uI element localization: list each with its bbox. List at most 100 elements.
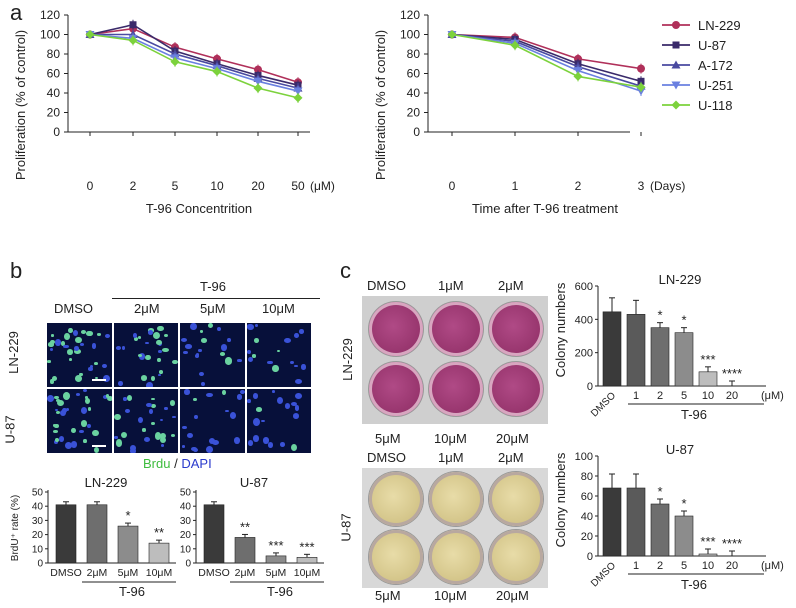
colony-u87-bar-2 [650,503,670,557]
u87-well-4 [429,530,483,584]
left-x-tick-label: 50 [291,179,305,193]
nucleus [137,336,142,340]
nucleus [134,336,139,342]
nucleus [294,393,302,399]
nucleus [113,414,121,421]
nucleus [154,432,162,440]
nucleus [132,332,138,338]
stain-separator: / [174,456,178,471]
nucleus [184,389,191,395]
colony-u87-y-tick-label: 80 [581,471,593,483]
scale-bar [91,445,106,447]
left-y-tick-label: 100 [40,28,60,42]
nucleus [160,444,165,448]
right-x-tick-label: 3 [638,179,645,193]
nucleus [92,430,99,437]
colony-y-axis-label-top: Colony numbers [553,282,568,377]
nucleus [207,323,213,329]
micrograph-ln-229-0 [46,322,113,388]
dapi-label: DAPI [181,456,212,471]
bottom-plate-label-5um: 5μM [375,588,401,603]
nucleus [120,431,128,439]
bottom-plate-label-dmso: DMSO [367,450,406,465]
u87-y-tick-label: 40 [180,502,192,513]
nucleus [162,347,169,353]
nucleus [169,400,176,407]
nucleus [185,344,193,349]
nucleus [86,423,92,429]
right-y-tick-label: 60 [407,67,421,81]
nucleus [47,360,51,363]
scale-bar [91,379,106,381]
nucleus [200,381,206,387]
nucleus [159,436,166,444]
ln229-y-tick-label: 20 [32,530,44,541]
ln229-significance: * [125,508,130,523]
nucleus [267,441,274,448]
colony-u87-bar-DMSO [602,487,622,557]
nucleus [156,339,163,346]
bottom-plate-label-1um: 1μM [438,450,464,465]
left-y-tick-label: 120 [40,8,60,22]
nucleus [284,337,292,344]
panel-c-plates: DMSO 1μM 2μM 5μM 10μM 20μM LN-229 DMSO 1… [339,270,550,608]
nucleus [276,349,280,353]
nucleus [205,446,213,453]
ln229-group-label: T-96 [119,584,145,599]
nucleus [192,447,199,453]
left-y-axis-label: Proliferation (% of control) [13,30,28,180]
col-label-10um: 10μM [262,301,295,316]
micrograph-u-87-2 [179,388,246,454]
nucleus [70,441,77,448]
right-series-ln-229-line [451,33,642,70]
nucleus [122,345,126,350]
right-x-unit: (Days) [650,179,685,193]
nucleus [194,354,199,359]
nucleus [158,350,162,354]
left-series-u-251-line [89,33,299,92]
panel-letter-c: c [340,258,351,283]
nucleus [97,333,102,336]
u87-significance: *** [268,538,283,553]
nucleus [72,330,78,337]
left-y-tick-label: 20 [47,106,61,120]
right-y-tick-label: 100 [400,28,420,42]
stain-legend: Brdu / DAPI [143,456,212,471]
colony-u87-bar-1 [626,487,646,557]
nucleus [60,340,66,346]
top-plate-label-1um: 1μM [438,278,464,293]
left-x-tick-label: 5 [172,179,179,193]
top-plate-label-10um: 10μM [434,431,467,446]
nucleus [225,357,232,365]
colony-ln229-significance: * [657,308,662,323]
left-x-tick-label: 0 [87,179,94,193]
nucleus [130,448,136,453]
left-series-ln-229-point [254,65,262,74]
nucleus [57,400,64,407]
treatment-label: T-96 [200,279,227,294]
ln229-bar-2μM [86,504,108,564]
nucleus [84,396,89,400]
nucleus [82,389,87,393]
nucleus [251,354,257,358]
nucleus [271,389,276,393]
colony-ln229-group-label: T-96 [681,407,707,422]
nucleus [181,425,188,430]
series-legend: LN-229 U-87 A-172 U-251 U-118 [662,18,741,113]
nucleus [87,406,92,411]
nucleus [63,392,70,400]
ln229-y-tick-label: 40 [32,502,44,513]
nucleus [254,323,258,328]
left-y-tick-label: 0 [53,125,60,139]
micrograph-u-87-0 [46,388,113,454]
right-series-u-118-point [510,40,520,50]
colony-u87-category-label: 5 [681,560,687,572]
ln229-y-tick-label: 10 [32,544,44,555]
colony-u87-unit: (μM) [761,560,784,572]
nucleus [125,408,130,413]
nucleus [71,428,76,434]
legend-label-a-172: A-172 [698,58,733,73]
right-series-a-172-line [451,33,642,87]
